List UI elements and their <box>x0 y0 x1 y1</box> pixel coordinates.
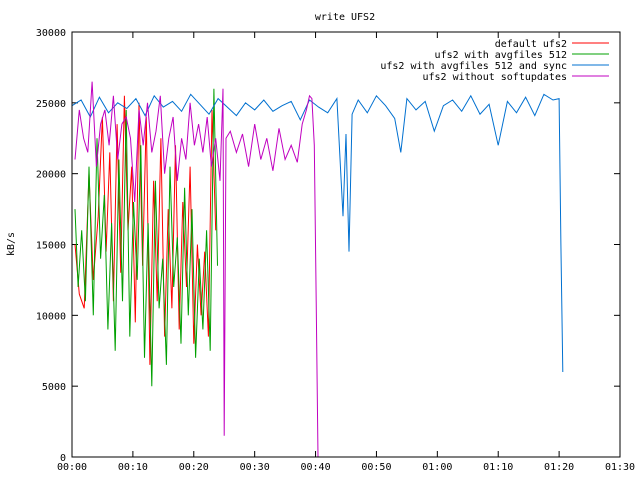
axis-ticks: 0 5000 10000 15000 20000 25000 30000 00:00 00:10… <box>36 28 635 473</box>
legend-label: ufs2 with avgfiles 512 and sync <box>380 61 567 72</box>
x-tick-label: 01:00 <box>422 462 452 473</box>
x-tick-label: 01:10 <box>483 462 513 473</box>
y-tick-label: 20000 <box>36 170 66 181</box>
legend-label: ufs2 without softupdates <box>423 72 568 83</box>
plot-area-frame <box>71 31 621 458</box>
y-tick-label: 0 <box>60 453 66 464</box>
y-tick-label: 30000 <box>36 28 66 39</box>
y-tick-label: 15000 <box>36 241 66 252</box>
x-tick-label: 00:30 <box>240 462 270 473</box>
legend-label: default ufs2 <box>495 39 567 50</box>
chart-title: write UFS2 <box>315 12 375 23</box>
series-lines <box>71 81 564 458</box>
x-tick-label: 00:50 <box>361 462 391 473</box>
y-tick-label: 10000 <box>36 311 66 322</box>
series-line-2 <box>74 88 218 387</box>
series-line-3 <box>71 93 564 373</box>
y-tick-label: 25000 <box>36 99 66 110</box>
x-tick-label: 00:10 <box>118 462 148 473</box>
x-tick-label: 00:40 <box>301 462 331 473</box>
series-line-4 <box>74 81 319 458</box>
y-axis-label: kB/s <box>6 232 17 256</box>
y-tick-label: 5000 <box>42 382 66 393</box>
x-tick-label: 00:00 <box>57 462 87 473</box>
legend-label: ufs2 with avgfiles 512 <box>435 50 567 61</box>
x-tick-label: 00:20 <box>179 462 209 473</box>
x-tick-label: 01:30 <box>605 462 635 473</box>
x-tick-label: 01:20 <box>544 462 574 473</box>
